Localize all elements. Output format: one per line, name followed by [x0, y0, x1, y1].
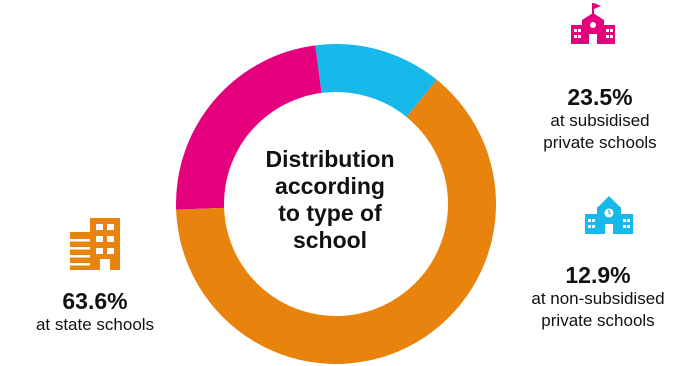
non-subsidised-label: at non-subsidised: [531, 289, 665, 308]
non-subsidised-label: private schools: [541, 311, 655, 330]
state-label: at state schools: [35, 315, 155, 334]
building-icon: [70, 218, 120, 270]
subsidised-percent: 23.5%: [567, 84, 633, 110]
chart-title-line: to type of: [278, 200, 382, 226]
state-callout: 63.6% at state schools: [2, 288, 188, 336]
chart-title: Distribution according to type of school: [245, 146, 415, 254]
non-subsidised-percent: 12.9%: [565, 262, 631, 288]
school-clock-icon: [585, 196, 633, 234]
subsidised-label: private schools: [543, 133, 657, 152]
slice-state: [176, 79, 496, 364]
non-subsidised-callout: 12.9% at non-subsidised private schools: [503, 262, 693, 332]
state-percent: 63.6%: [62, 288, 128, 314]
chart-title-line: Distribution: [265, 146, 395, 172]
subsidised-callout: 23.5% at subsidised private schools: [520, 84, 680, 154]
subsidised-label: at subsidised: [550, 111, 650, 130]
slice-non-subsidised: [315, 43, 437, 118]
chart-title-line: school: [292, 227, 368, 253]
school-flag-icon: [571, 3, 615, 44]
chart-title-line: according: [275, 173, 385, 199]
slice-subsidised: [176, 45, 322, 210]
